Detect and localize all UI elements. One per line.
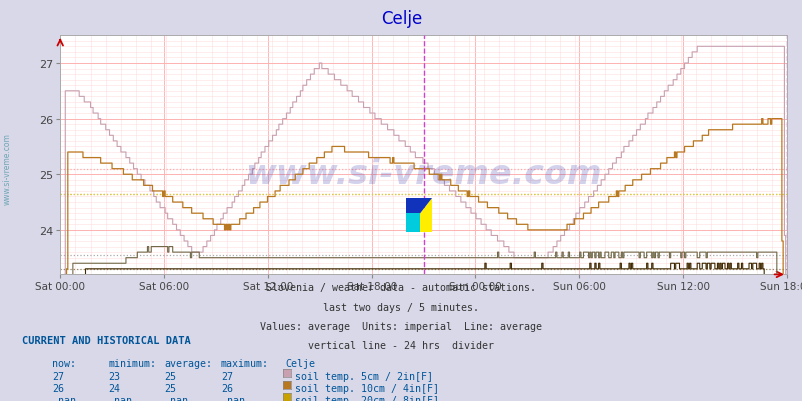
Text: 26: 26 — [52, 383, 64, 393]
Text: maximum:: maximum: — [221, 358, 269, 368]
Text: 27: 27 — [221, 371, 233, 381]
Text: last two days / 5 minutes.: last two days / 5 minutes. — [323, 302, 479, 312]
Text: 25: 25 — [164, 383, 176, 393]
Text: 23: 23 — [108, 371, 120, 381]
Text: www.si-vreme.com: www.si-vreme.com — [245, 158, 602, 191]
Text: -nan: -nan — [164, 395, 188, 401]
Text: soil temp. 20cm / 8in[F]: soil temp. 20cm / 8in[F] — [294, 395, 438, 401]
Text: minimum:: minimum: — [108, 358, 156, 368]
Text: 24: 24 — [108, 383, 120, 393]
Text: now:: now: — [52, 358, 76, 368]
Text: -nan: -nan — [221, 395, 245, 401]
Text: -nan: -nan — [52, 395, 76, 401]
Text: 27: 27 — [52, 371, 64, 381]
Polygon shape — [405, 198, 431, 232]
Text: Celje: Celje — [380, 10, 422, 28]
Text: Celje: Celje — [285, 358, 314, 368]
Text: Slovenia / weather data - automatic stations.: Slovenia / weather data - automatic stat… — [266, 283, 536, 293]
Text: 26: 26 — [221, 383, 233, 393]
Text: www.si-vreme.com: www.si-vreme.com — [2, 133, 11, 204]
Text: -nan: -nan — [108, 395, 132, 401]
Text: 25: 25 — [164, 371, 176, 381]
Text: soil temp. 5cm / 2in[F]: soil temp. 5cm / 2in[F] — [294, 371, 432, 381]
Polygon shape — [405, 214, 419, 232]
Text: Values: average  Units: imperial  Line: average: Values: average Units: imperial Line: av… — [260, 321, 542, 331]
Text: soil temp. 10cm / 4in[F]: soil temp. 10cm / 4in[F] — [294, 383, 438, 393]
Text: vertical line - 24 hrs  divider: vertical line - 24 hrs divider — [308, 340, 494, 350]
Polygon shape — [405, 198, 431, 232]
Text: average:: average: — [164, 358, 213, 368]
Text: CURRENT AND HISTORICAL DATA: CURRENT AND HISTORICAL DATA — [22, 335, 191, 345]
